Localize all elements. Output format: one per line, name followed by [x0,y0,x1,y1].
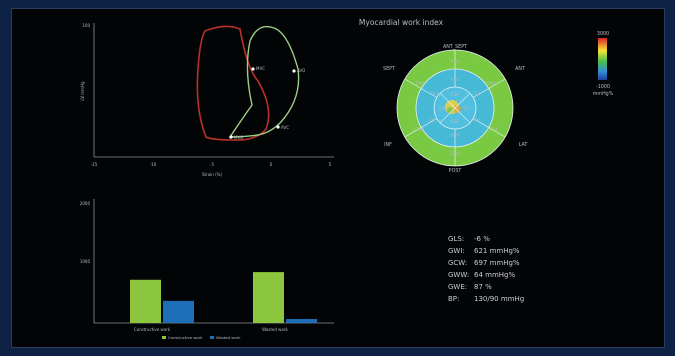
outer-value-6: 994 [416,81,425,87]
apex-orange-patch [453,105,461,113]
loop-point-label-avo: AVO [297,68,305,73]
metric-label-gcw: GCW: [448,259,467,267]
apex-green-patch [447,107,453,113]
bullseye-inner-divider-3 [439,92,456,109]
colorbar-max-label: 3000 [597,31,609,37]
loop-point-avc [276,125,280,129]
bar-wasted-2 [286,319,317,323]
echo-display-panel: Myocardial work index 100 LV mmHg -15 -1… [11,8,665,348]
segment-label-lat: LAT [519,142,528,148]
metric-label-gwi: GWI: [448,247,465,255]
loop-x-tick-3: -5 [210,162,214,167]
display-canvas: Myocardial work index 100 LV mmHg -15 -1… [80,18,614,340]
metric-value-bp: 130/90 mmHg [474,295,524,303]
metric-value-gls: -6 % [474,235,490,243]
colorbar-gradient [598,38,607,80]
pressure-strain-loop-chart: 100 LV mmHg -15 -10 -5 0 5 Strain (%) MV… [80,23,334,177]
segment-label-ant-sept: ANT_SEPT [443,44,467,50]
legend-label-constructive: Constructive work [168,335,203,340]
loop-point-label-avc: AVC [281,125,289,130]
work-bar-chart: 2000 1000 Constructive work Wasted work … [80,199,334,340]
loop-x-tick-1: -15 [91,162,98,167]
metric-value-gwi: 621 mmHg% [474,247,520,255]
bar-y-tick-mid: 1000 [80,259,91,264]
bullseye-divider-1 [473,118,506,138]
metric-label-gwe: GWE: [448,283,467,291]
bullseye-segment-values: 876 1064 1014 1114 1009 994 674 712 781 … [412,59,498,157]
loop-y-axis-label: LV mmHg [80,81,85,101]
loop-point-mvo [229,135,233,139]
loop-point-avo [292,69,296,73]
bullseye-divider-6 [473,78,506,98]
global-work-metrics: GLS: -6 % GWI: 621 mmHg% GCW: 697 mmHg% … [448,235,524,303]
segment-label-post: POST [449,168,462,174]
loop-point-label-mvc: MVC [256,66,265,71]
outer-value-1: 876 [451,59,460,65]
mid-value-5: 707 [429,118,437,123]
bullseye-inner-divider-2 [439,107,456,124]
bar-category-label-1: Constructive work [134,327,171,332]
bullseye-segment-dividers [404,50,506,166]
metric-label-bp: BP: [448,295,459,303]
bar-constructive-1 [130,279,161,323]
bar-y-tick-top: 2000 [80,201,91,206]
segment-label-ant: ANT [515,66,525,72]
loop-x-tick-4: 0 [270,162,273,167]
loop-point-label-mvo: MVO [234,135,243,140]
inner-value-1: 536 [451,92,459,97]
inner-value-2: 712 [463,106,471,111]
loop-x-tick-2: -10 [150,162,157,167]
segment-label-inf: INF [384,142,392,148]
legend-swatch-constructive [162,336,166,339]
segment-label-sept: SEPT [383,66,395,72]
chart-title: Myocardial work index [359,18,444,27]
metric-label-gls: GLS: [448,235,464,243]
outer-value-4: 1114 [449,151,461,157]
metric-value-gcw: 697 mmHg% [474,259,520,267]
myocardial-work-bullseye: 876 1064 1014 1114 1009 994 674 712 781 … [383,44,527,174]
work-index-colorbar: 3000 -1000 mmHg% [593,31,614,97]
metric-value-gwe: 87 % [474,283,492,291]
outer-value-5: 1009 [412,127,424,133]
loop-x-tick-5: 5 [329,162,332,167]
bar-category-label-2: Wasted work [262,327,288,332]
bar-constructive-2 [253,272,284,323]
colorbar-min-label: -1000 [596,84,610,90]
mid-value-2: 712 [472,91,480,96]
bullseye-inner-divider-4 [454,92,471,109]
inner-value-3: 628 [451,119,459,124]
mid-value-3: 781 [473,118,481,123]
bar-wasted-1 [163,300,194,323]
legend-label-wasted: Wasted work [216,335,241,340]
bullseye-divider-3 [404,118,437,138]
bullseye-inner-divider-1 [454,107,471,124]
loop-red-curve [196,25,270,141]
mid-value-4: 689 [451,133,459,138]
bullseye-divider-4 [404,78,437,98]
mid-value-1: 674 [451,77,459,82]
legend-swatch-wasted [210,336,214,339]
loop-point-mvc [251,67,255,71]
outer-value-2: 1064 [484,81,496,87]
mid-value-6: 784 [430,91,438,96]
loop-green-curve [228,25,300,138]
loop-x-axis-label: Strain (%) [202,172,222,177]
metric-label-gww: GWW: [448,271,469,279]
inner-value-4: 640 [439,106,447,111]
outer-value-3: 1014 [486,127,498,133]
metric-value-gww: 64 mmHg% [474,271,515,279]
colorbar-unit-label: mmHg% [593,91,614,97]
bar-marks [130,272,317,323]
loop-y-tick-top: 100 [82,23,90,28]
bullseye-apex-patch [445,100,461,114]
